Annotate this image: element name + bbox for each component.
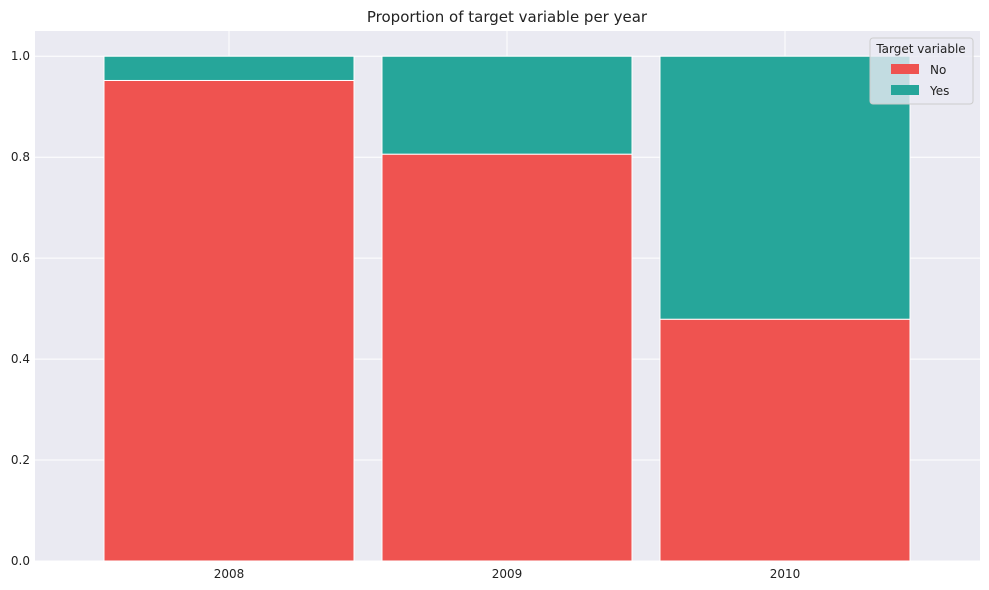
y-tick-label-0: 0.0 bbox=[11, 554, 30, 568]
x-tick-label-2009: 2009 bbox=[492, 567, 523, 581]
bar-no-2008 bbox=[103, 79, 355, 562]
y-tick-label-1: 0.2 bbox=[11, 453, 30, 467]
bar-no-2010 bbox=[659, 318, 911, 562]
bars bbox=[103, 55, 911, 562]
legend: Target variable No Yes bbox=[869, 37, 974, 105]
bar-yes-2008 bbox=[103, 55, 355, 81]
y-tick-labels: 0.0 0.2 0.4 0.6 0.8 1.0 bbox=[11, 49, 30, 568]
legend-swatch-yes bbox=[891, 85, 919, 95]
bar-yes-2010 bbox=[659, 55, 911, 320]
x-tick-label-2010: 2010 bbox=[770, 567, 801, 581]
bar-no-2009 bbox=[381, 153, 633, 562]
y-tick-label-2: 0.4 bbox=[11, 352, 30, 366]
x-tick-label-2008: 2008 bbox=[214, 567, 245, 581]
chart-title: Proportion of target variable per year bbox=[367, 8, 648, 26]
x-tick-labels: 2008 2009 2010 bbox=[214, 567, 801, 581]
y-tick-label-3: 0.6 bbox=[11, 251, 30, 265]
y-tick-label-4: 0.8 bbox=[11, 150, 30, 164]
legend-title: Target variable bbox=[875, 42, 965, 56]
legend-label-no: No bbox=[930, 63, 946, 77]
y-tick-label-5: 1.0 bbox=[11, 49, 30, 63]
legend-swatch-no bbox=[891, 64, 919, 74]
legend-label-yes: Yes bbox=[929, 84, 949, 98]
bar-yes-2009 bbox=[381, 55, 633, 155]
